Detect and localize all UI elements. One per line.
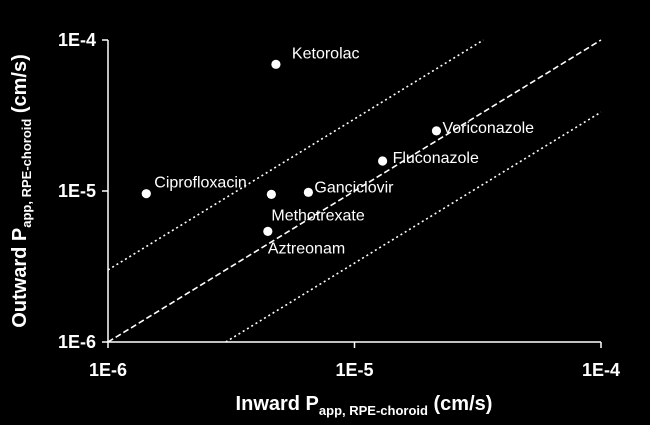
x-axis-title: Inward Papp, RPE-choroid (cm/s): [236, 393, 493, 418]
x-tick-label: 1E-6: [89, 360, 127, 380]
data-point: [263, 226, 273, 237]
y-axis-title: Outward Papp, RPE-choroid (cm/s): [9, 54, 34, 328]
reference-line-dotted: [225, 111, 602, 343]
reference-line-dotted: [107, 39, 484, 271]
point-label: Fluconazole: [393, 150, 479, 167]
point-label: Ganciclovir: [314, 179, 394, 196]
reference-line-dashed: [107, 39, 602, 343]
data-point: [431, 126, 442, 136]
point-label: Methotrexate: [271, 207, 364, 224]
data-point: [303, 187, 313, 197]
data-points: Ketorolac Voriconazole Fluconazole Ciproflo…: [141, 45, 534, 257]
point-label: Voriconazole: [442, 120, 534, 137]
y-tick-label: 1E-5: [58, 181, 96, 201]
point-label: Ciprofloxacin: [154, 175, 246, 192]
data-point: [266, 189, 276, 199]
point-label: Ketorolac: [292, 45, 360, 62]
data-point: [377, 156, 388, 166]
x-tick-label: 1E-4: [582, 360, 620, 380]
point-label: Aztreonam: [268, 240, 345, 257]
y-tick-label: 1E-6: [58, 332, 96, 352]
data-point: [141, 189, 151, 199]
data-point: [271, 59, 281, 69]
x-tick-label: 1E-5: [335, 360, 373, 380]
ticks: 1E-6 1E-5 1E-4 1E-6 1E-5 1E-4: [58, 30, 620, 380]
y-tick-label: 1E-4: [58, 30, 96, 50]
reference-lines: [107, 39, 602, 343]
